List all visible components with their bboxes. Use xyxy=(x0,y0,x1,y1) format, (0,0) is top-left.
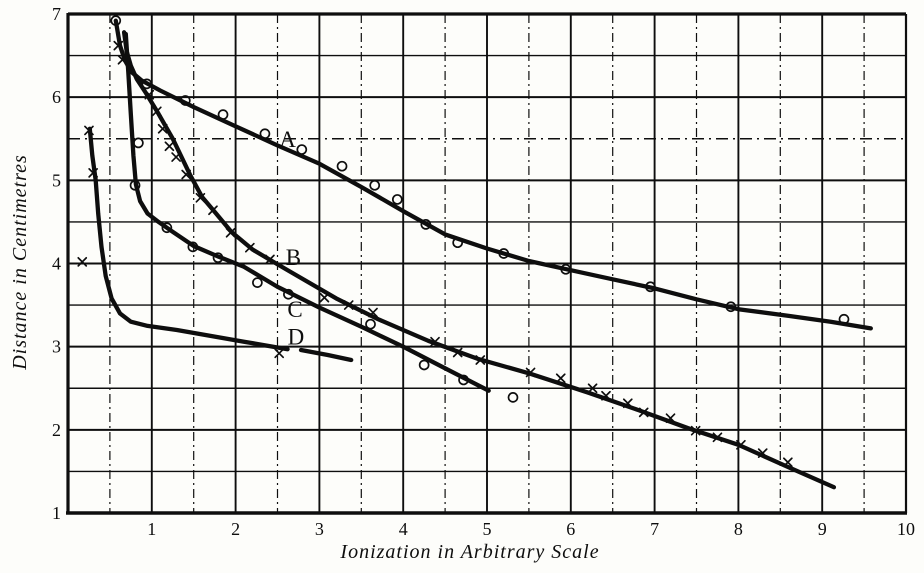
marker-x-B xyxy=(164,141,175,152)
marker-circle-C xyxy=(507,392,519,403)
marker-circle-A xyxy=(725,301,737,313)
marker-circle-A xyxy=(420,219,432,230)
marker-x-B xyxy=(525,367,536,378)
marker-x-B xyxy=(151,106,162,117)
marker-x-B xyxy=(736,439,746,450)
marker-circle-A xyxy=(452,237,464,249)
marker-circle-A xyxy=(369,179,381,191)
x-axis-title: Ionization in Arbitrary Scale xyxy=(340,541,600,563)
marker-circle-A xyxy=(838,313,850,325)
marker-circle-A xyxy=(296,144,308,155)
x-tick-label: 8 xyxy=(734,519,743,539)
marker-x-B xyxy=(712,432,723,443)
marker-x-B xyxy=(144,89,155,100)
marker-x-B xyxy=(587,383,598,394)
x-tick-label: 1 xyxy=(147,519,156,539)
curve-label-C: C xyxy=(287,297,302,322)
marker-x-B xyxy=(757,448,768,458)
marker-circle-A xyxy=(560,263,572,275)
y-tick-label: 2 xyxy=(52,420,61,440)
marker-x-D xyxy=(88,167,98,178)
y-tick-label: 3 xyxy=(52,337,61,357)
marker-circle-A xyxy=(391,194,403,205)
marker-circle-A xyxy=(645,281,656,293)
marker-x-D xyxy=(77,256,88,267)
marker-x-B xyxy=(343,300,354,310)
curve-A xyxy=(113,18,873,331)
x-tick-label: 10 xyxy=(897,519,915,539)
marker-x-B xyxy=(782,457,793,468)
marker-x-D xyxy=(274,348,285,359)
curve-D xyxy=(87,126,290,352)
y-tick-label: 6 xyxy=(52,87,61,107)
marker-x-B xyxy=(690,425,701,436)
marker-x-B xyxy=(171,152,181,162)
marker-circle-C xyxy=(418,359,430,371)
marker-x-B xyxy=(225,227,236,238)
x-tick-label: 5 xyxy=(483,519,492,539)
marker-x-B xyxy=(452,347,463,358)
x-tick-label: 9 xyxy=(818,519,827,539)
marker-x-B xyxy=(113,40,124,51)
marker-x-B xyxy=(430,336,440,347)
y-tick-label: 4 xyxy=(52,254,61,274)
curve-label-A: A xyxy=(279,127,296,152)
curve-label-D: D xyxy=(288,325,305,350)
marker-x-D xyxy=(84,125,94,136)
marker-x-B xyxy=(319,292,330,303)
curve-C xyxy=(123,31,491,393)
y-axis-title: Distance in Centimetres xyxy=(9,154,31,370)
x-tick-label: 4 xyxy=(399,519,408,539)
y-tick-label: 7 xyxy=(52,4,61,24)
marker-x-B xyxy=(265,254,275,265)
x-tick-label: 7 xyxy=(650,519,659,539)
marker-x-B xyxy=(368,307,378,318)
marker-circle-A xyxy=(179,95,191,106)
marker-circle-C xyxy=(365,318,376,330)
marker-circle-A xyxy=(336,160,348,172)
marker-circle-C xyxy=(283,288,294,300)
marker-circle-C xyxy=(133,137,144,149)
marker-circle-C xyxy=(129,179,141,191)
marker-x-B xyxy=(555,373,566,384)
marker-circle-C xyxy=(252,277,263,288)
marker-x-B xyxy=(622,398,633,409)
marker-circle-C xyxy=(161,222,173,234)
marker-circle-C xyxy=(187,241,199,253)
x-tick-label: 3 xyxy=(315,519,324,539)
marker-circle-A xyxy=(110,15,122,27)
curve-label-B: B xyxy=(286,245,301,270)
marker-x-B xyxy=(181,169,192,180)
marker-circle-A xyxy=(259,128,271,140)
x-tick-label: 2 xyxy=(231,519,240,539)
marker-x-B xyxy=(475,355,486,365)
marker-x-B xyxy=(208,205,218,216)
y-tick-label: 5 xyxy=(52,170,61,190)
marker-x-B xyxy=(665,413,676,424)
marker-x-B xyxy=(244,242,255,253)
curve-D xyxy=(298,347,354,363)
marker-circle-C xyxy=(212,252,224,264)
marker-circle-A xyxy=(217,109,229,120)
marker-circle-C xyxy=(458,374,469,386)
marker-x-B xyxy=(638,407,649,418)
marker-x-B xyxy=(157,123,168,134)
y-tick-label: 1 xyxy=(52,503,61,523)
marker-x-B xyxy=(195,192,206,203)
marker-x-B xyxy=(117,54,128,65)
x-tick-label: 6 xyxy=(566,519,575,539)
marker-circle-A xyxy=(498,248,510,259)
marker-x-B xyxy=(601,390,611,401)
